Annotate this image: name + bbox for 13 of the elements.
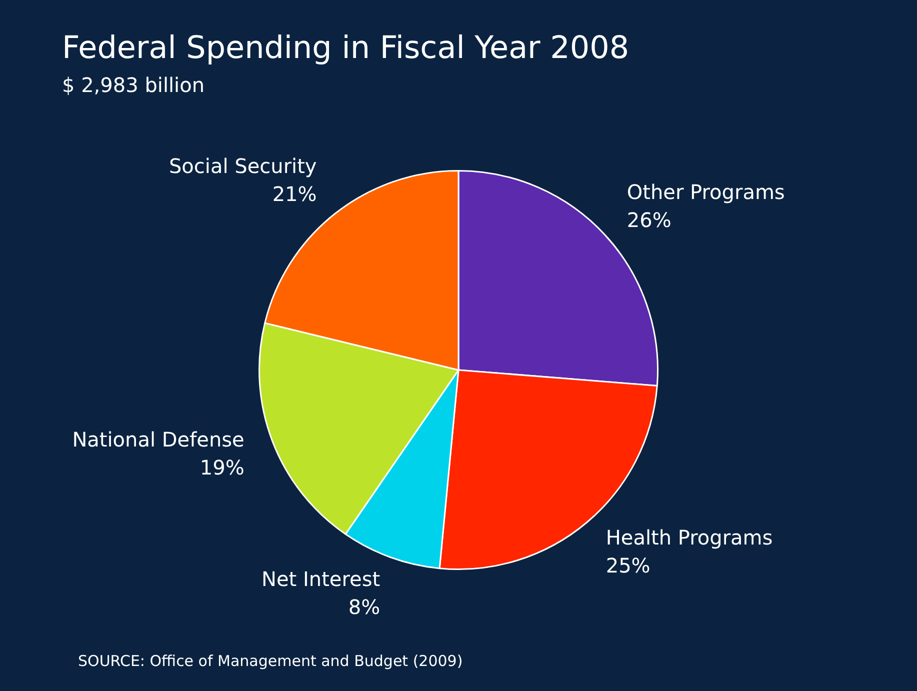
chart-title: Federal Spending in Fiscal Year 2008	[62, 30, 630, 66]
data-label: 21%	[272, 182, 317, 206]
slice-label: National Defense	[72, 428, 244, 452]
slice-label: Social Security	[168, 154, 317, 178]
source-note: SOURCE: Office of Management and Budget (2009)	[78, 652, 463, 670]
data-label: 26%	[626, 208, 672, 232]
slice-label: Other Programs	[626, 180, 785, 204]
data-label: 8%	[348, 595, 380, 620]
slice-label: Health Programs	[606, 525, 773, 550]
chart-subtitle: $ 2,983 billion	[62, 73, 205, 97]
slice-label: Net Interest	[262, 567, 380, 592]
data-label: 25%	[606, 553, 650, 578]
data-label: 19%	[200, 456, 244, 480]
